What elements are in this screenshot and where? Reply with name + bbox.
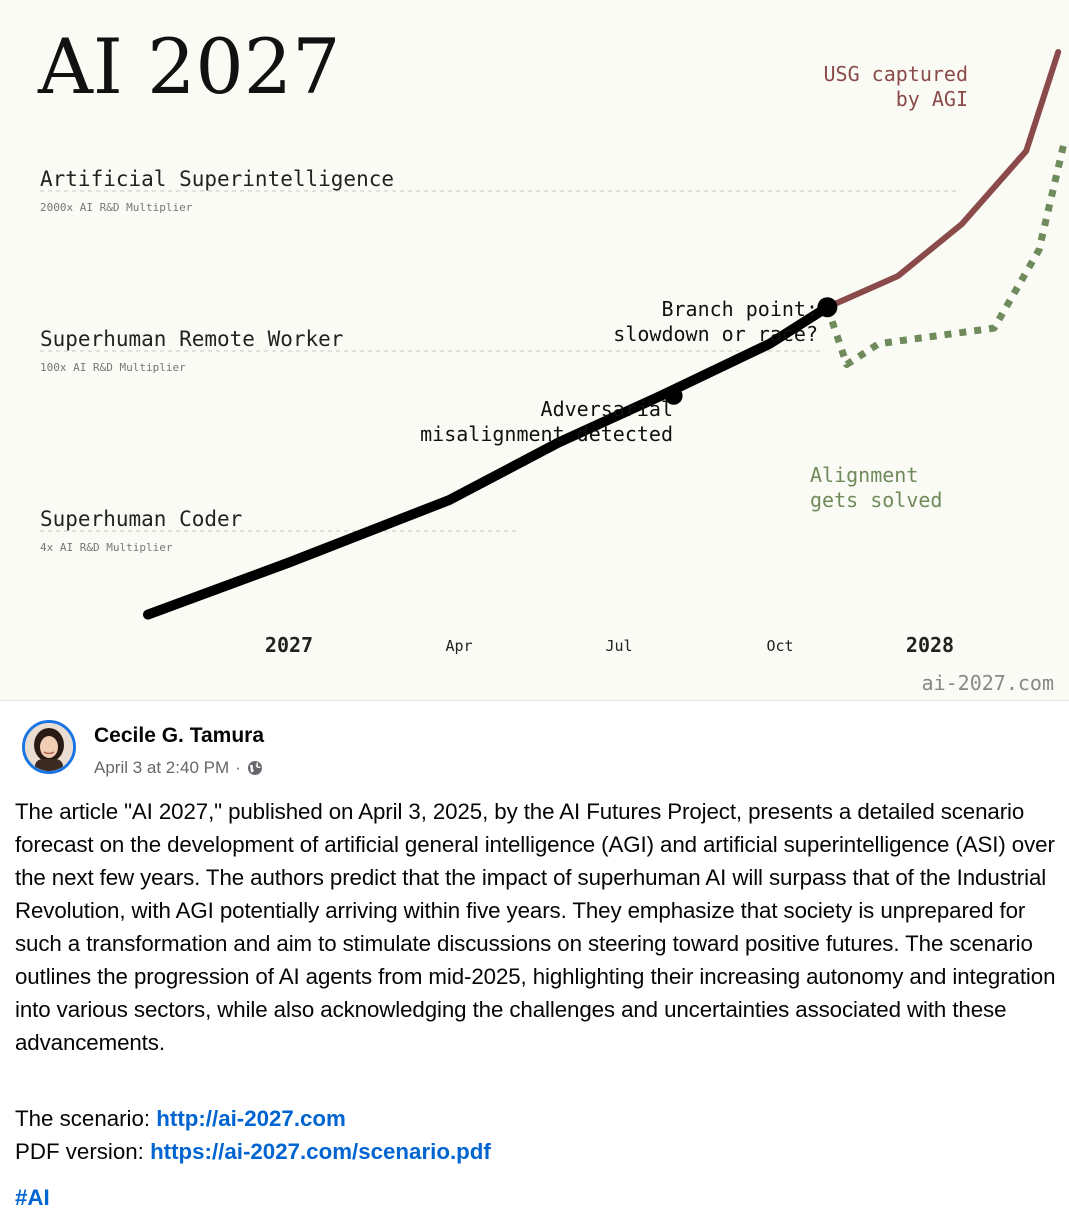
pdf-line: PDF version: https://ai-2027.com/scenari… xyxy=(15,1135,1060,1168)
level-label: Superhuman Remote Worker xyxy=(40,327,343,351)
annotation-usg: USG captured xyxy=(824,62,969,86)
chart-title: AI 2027 xyxy=(37,22,340,111)
annotation-alignment: Alignment xyxy=(810,463,918,487)
series-line-alignment-solved xyxy=(824,139,1069,368)
annotation-usg: by AGI xyxy=(896,87,968,111)
level-label: Superhuman Coder xyxy=(40,507,242,531)
annotation-adversarial: misalignment detected xyxy=(420,422,673,446)
marker-branch-point xyxy=(817,297,838,318)
scenario-link[interactable]: http://ai-2027.com xyxy=(156,1106,346,1131)
level-label: Artificial Superintelligence xyxy=(40,167,394,191)
pdf-label: PDF version: xyxy=(15,1139,151,1164)
x-tick-label: Jul xyxy=(605,637,632,655)
level-multiplier: 2000x AI R&D Multiplier xyxy=(40,201,193,214)
avatar[interactable] xyxy=(22,720,76,774)
avatar-photo-icon xyxy=(25,723,73,771)
meta-separator: · xyxy=(235,758,241,777)
hashtag-link[interactable]: #AI xyxy=(15,1185,50,1210)
scenario-line: The scenario: http://ai-2027.com xyxy=(15,1102,1060,1135)
series-line-usg-captured xyxy=(824,49,1062,311)
x-tick-label: Oct xyxy=(766,637,793,655)
level-multiplier: 100x AI R&D Multiplier xyxy=(40,361,186,374)
post-author[interactable]: Cecile G. Tamura xyxy=(94,724,265,747)
scenario-label: The scenario: xyxy=(15,1106,157,1131)
x-tick-label: 2028 xyxy=(906,633,954,657)
series-line-main xyxy=(143,302,833,620)
post-links: The scenario: http://ai-2027.com PDF ver… xyxy=(15,1102,1060,1168)
annotation-alignment: gets solved xyxy=(810,488,942,512)
annotation-branch: Branch point: xyxy=(661,297,818,321)
post-meta: April 3 at 2:40 PM · xyxy=(94,758,263,778)
chart-watermark: ai-2027.com xyxy=(922,671,1054,695)
globe-icon[interactable] xyxy=(247,760,263,776)
level-multiplier: 4x AI R&D Multiplier xyxy=(40,541,173,554)
annotation-adversarial: Adversarial xyxy=(541,397,673,421)
chart-image[interactable]: AI 2027 Artificial Superintelligence 200… xyxy=(0,0,1069,701)
x-tick-label: 2027 xyxy=(265,633,313,657)
marker-adversarial-misalignment xyxy=(664,386,683,405)
pdf-link[interactable]: https://ai-2027.com/scenario.pdf xyxy=(150,1139,491,1164)
post: Cecile G. Tamura April 3 at 2:40 PM · Th… xyxy=(0,701,1069,1210)
x-tick-label: Apr xyxy=(445,637,472,655)
post-body: The article "AI 2027," published on Apri… xyxy=(15,799,1056,1055)
post-timestamp[interactable]: April 3 at 2:40 PM xyxy=(94,758,230,777)
annotation-branch: slowdown or race? xyxy=(613,322,818,346)
